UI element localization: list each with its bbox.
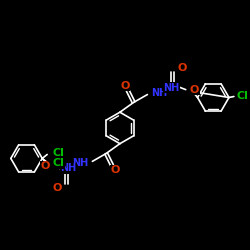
Text: O: O <box>110 165 120 175</box>
Text: O: O <box>52 183 62 193</box>
Text: Cl: Cl <box>237 90 249 101</box>
Text: O: O <box>190 84 199 94</box>
Text: NH: NH <box>60 163 77 173</box>
Text: Cl: Cl <box>52 148 64 158</box>
Text: O: O <box>178 63 187 73</box>
Text: NH: NH <box>72 158 88 168</box>
Text: NH: NH <box>151 88 168 98</box>
Text: O: O <box>41 161 50 171</box>
Text: Cl: Cl <box>52 158 64 168</box>
Text: NH: NH <box>163 83 180 93</box>
Text: O: O <box>120 81 130 91</box>
